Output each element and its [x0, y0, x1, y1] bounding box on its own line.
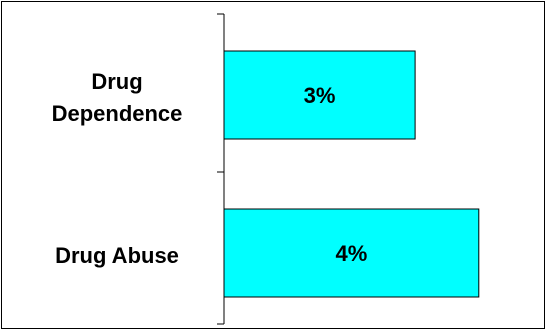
- category-label: Drug Abuse: [55, 243, 179, 268]
- data-label: 4%: [336, 241, 368, 266]
- category-label: Dependence: [52, 101, 183, 126]
- data-label: 3%: [304, 83, 336, 108]
- category-label: Drug: [91, 69, 142, 94]
- bar: [223, 50, 416, 140]
- bar: [223, 208, 480, 298]
